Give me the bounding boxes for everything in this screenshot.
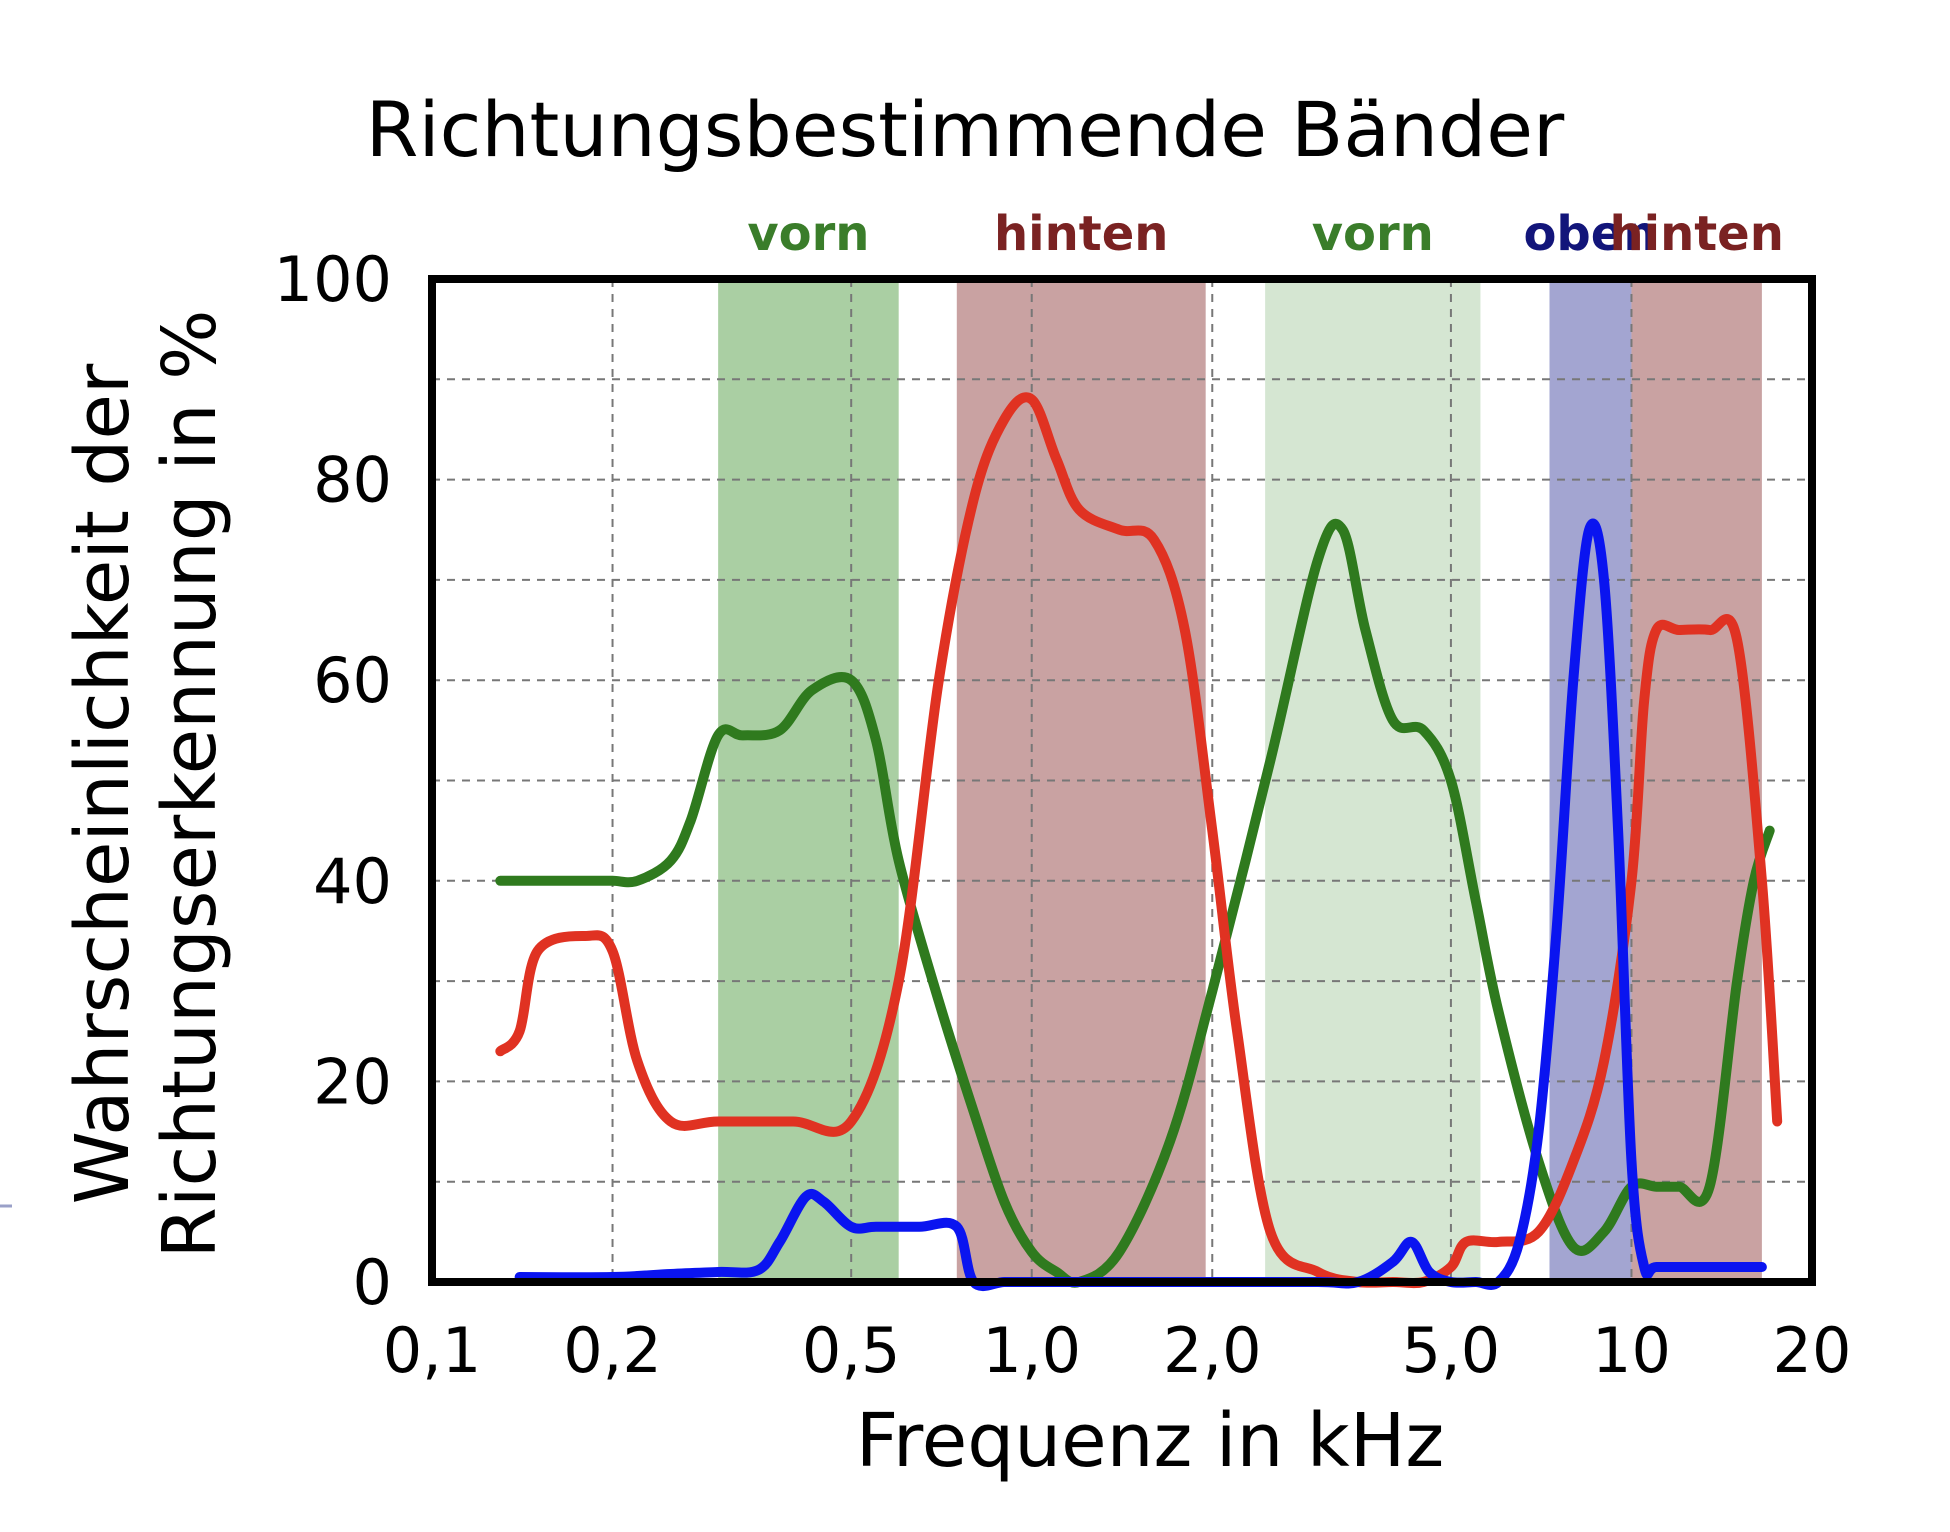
grid-layer xyxy=(432,279,1812,1282)
x-tick-label-5: 5,0 xyxy=(1402,1314,1501,1387)
series-line-2 xyxy=(514,518,1767,1292)
y-tick-label-1: 20 xyxy=(313,1045,392,1118)
band-label-hinten-1: hinten xyxy=(994,206,1168,262)
band-label-oben-3: oben xyxy=(1523,206,1657,262)
series-line-1 xyxy=(495,392,1783,1289)
x-tick-label-3: 1,0 xyxy=(982,1314,1081,1387)
band-label-vorn-2: vorn xyxy=(1312,206,1434,262)
y-tick-label-3: 60 xyxy=(313,644,392,717)
plot-frame xyxy=(428,275,1816,1286)
x-tick-label-6: 10 xyxy=(1592,1314,1671,1387)
y-tick-label-0: 0 xyxy=(353,1246,392,1319)
chart-title: Richtungsbestimmende Bänder xyxy=(366,85,1565,174)
band-label-vorn-0: vorn xyxy=(747,206,869,262)
band-label-hinten-4: hinten xyxy=(1609,206,1783,262)
y-axis-label-line-2: Richtungserkennung in % xyxy=(147,310,233,1259)
tick-label-layer: 0,1 0,2 0,5 1,0 2,0 5,0 10 20 0 20 40 60 80 100 xyxy=(274,243,1852,1387)
x-tick-label-7: 20 xyxy=(1773,1314,1852,1387)
y-axis-label-line-1: Wahrscheinlichkeit der xyxy=(60,363,146,1204)
x-tick-label-2: 0,5 xyxy=(802,1314,901,1387)
series-line-0 xyxy=(495,518,1775,1288)
x-tick-label-4: 2,0 xyxy=(1163,1314,1262,1387)
x-tick-label-1: 0,2 xyxy=(563,1314,662,1387)
y-tick-label-2: 40 xyxy=(313,845,392,918)
y-tick-label-5: 100 xyxy=(274,243,392,316)
y-tick-label-4: 80 xyxy=(313,444,392,517)
x-tick-label-0: 0,1 xyxy=(383,1314,482,1387)
series-layer xyxy=(495,392,1783,1292)
x-axis-label: Frequenz in kHz xyxy=(856,1398,1445,1484)
